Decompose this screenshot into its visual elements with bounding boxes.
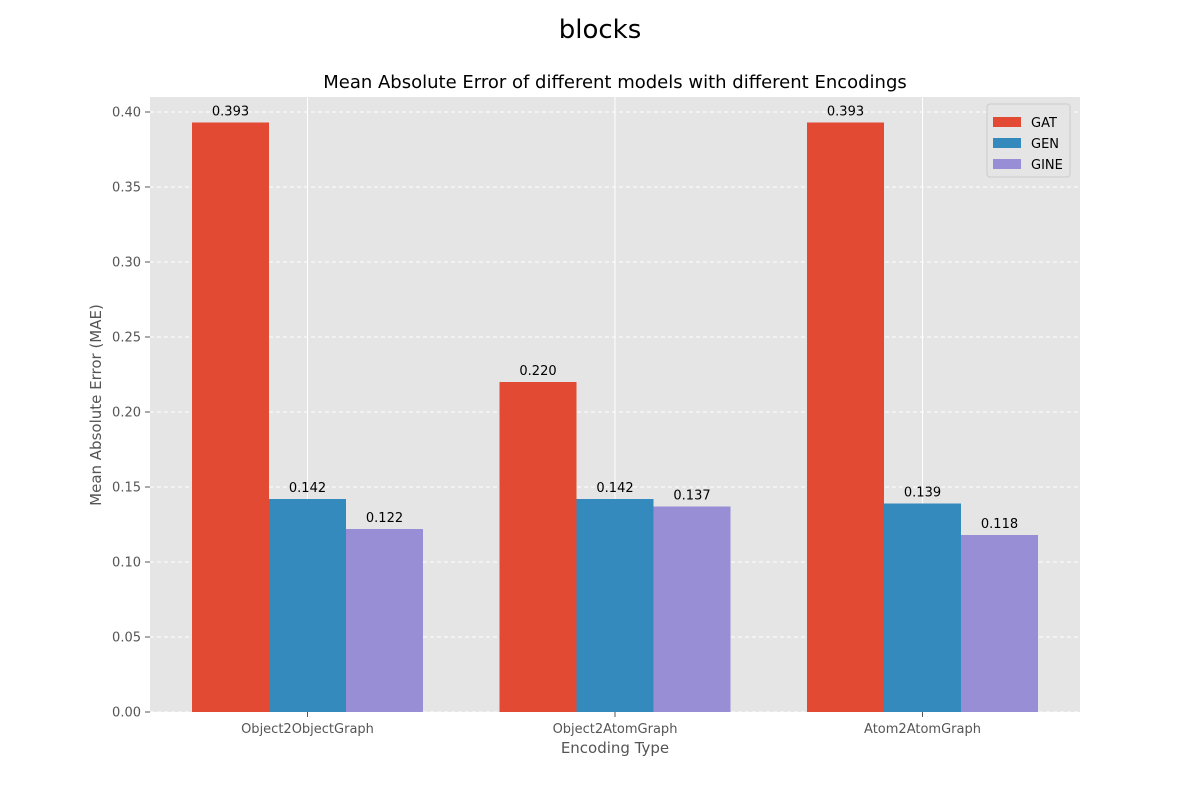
bar — [653, 506, 731, 712]
bar — [961, 535, 1038, 712]
bar-value-label: 0.142 — [596, 481, 633, 496]
x-tick-label: Object2ObjectGraph — [241, 722, 374, 737]
y-tick-label: 0.10 — [112, 556, 141, 571]
y-axis-label: Mean Absolute Error (MAE) — [87, 304, 105, 506]
y-axis: 0.00 0.05 0.10 0.15 0.20 0.25 0.30 0.35 0.40 — [112, 106, 150, 721]
x-axis-label: Encoding Type — [561, 739, 669, 757]
figure-suptitle: blocks — [559, 15, 642, 45]
series-gen: 0.142 0.142 0.139 — [269, 481, 961, 712]
legend-label: GAT — [1031, 116, 1057, 131]
bar-value-label: 0.220 — [519, 364, 556, 379]
y-tick-label: 0.30 — [112, 256, 141, 271]
bar — [499, 382, 577, 712]
bar — [269, 499, 346, 712]
y-tick-label: 0.35 — [112, 181, 141, 196]
legend-swatch — [993, 117, 1021, 127]
bars: 0.393 0.220 0.393 0.142 0.142 0.139 0.122 0.137… — [192, 105, 1038, 712]
y-tick-label: 0.15 — [112, 481, 141, 496]
bar-value-label: 0.142 — [289, 481, 326, 496]
bar-value-label: 0.118 — [981, 517, 1018, 532]
y-tick-label: 0.00 — [112, 706, 141, 721]
bar — [807, 122, 884, 712]
x-axis: Object2ObjectGraph Object2AtomGraph Atom2A… — [241, 712, 981, 737]
x-tick-label: Object2AtomGraph — [553, 722, 678, 737]
y-tick-label: 0.20 — [112, 406, 141, 421]
legend-swatch — [993, 138, 1021, 148]
legend-label: GINE — [1031, 158, 1063, 173]
bar-value-label: 0.139 — [904, 486, 941, 501]
y-tick-label: 0.25 — [112, 331, 141, 346]
plot-area: 0.00 0.05 0.10 0.15 0.20 0.25 0.30 0.35 0.40 Obje… — [112, 97, 1080, 737]
series-gine: 0.122 0.137 0.118 — [346, 489, 1038, 712]
bar-value-label: 0.137 — [673, 489, 710, 504]
x-tick-label: Atom2AtomGraph — [864, 722, 981, 737]
y-tick-label: 0.40 — [112, 106, 141, 121]
bar-value-label: 0.122 — [366, 511, 403, 526]
legend-label: GEN — [1031, 137, 1059, 152]
y-tick-label: 0.05 — [112, 631, 141, 646]
bar — [576, 499, 654, 712]
series-gat: 0.393 0.220 0.393 — [192, 105, 884, 712]
legend: GAT GEN GINE — [986, 103, 1071, 178]
legend-swatch — [993, 159, 1021, 169]
bar-value-label: 0.393 — [212, 105, 249, 120]
bar-value-label: 0.393 — [827, 105, 864, 120]
bar — [884, 503, 961, 712]
chart-title: Mean Absolute Error of different models … — [323, 72, 907, 93]
bar — [192, 122, 269, 712]
bar — [346, 529, 423, 712]
